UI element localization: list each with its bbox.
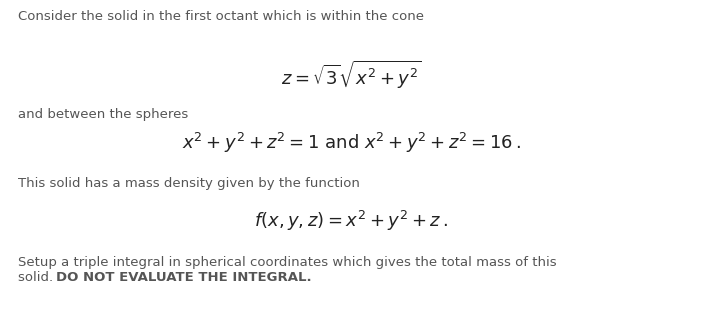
Text: This solid has a mass density given by the function: This solid has a mass density given by t…	[18, 177, 360, 190]
Text: $f(x, y, z) = x^2 + y^2 + z\,.$: $f(x, y, z) = x^2 + y^2 + z\,.$	[254, 209, 448, 233]
Text: Consider the solid in the first octant which is within the cone: Consider the solid in the first octant w…	[18, 10, 424, 23]
Text: $z = \sqrt{3}\sqrt{x^2 + y^2}$: $z = \sqrt{3}\sqrt{x^2 + y^2}$	[280, 59, 422, 91]
Text: Setup a triple integral in spherical coordinates which gives the total mass of t: Setup a triple integral in spherical coo…	[18, 256, 557, 269]
Text: and between the spheres: and between the spheres	[18, 108, 188, 121]
Text: $x^2 + y^2 + z^2 = 1 \text{ and } x^2 + y^2 + z^2 = 16\,.$: $x^2 + y^2 + z^2 = 1 \text{ and } x^2 + …	[181, 131, 520, 155]
Text: DO NOT EVALUATE THE INTEGRAL.: DO NOT EVALUATE THE INTEGRAL.	[56, 271, 311, 284]
Text: solid.: solid.	[18, 271, 58, 284]
